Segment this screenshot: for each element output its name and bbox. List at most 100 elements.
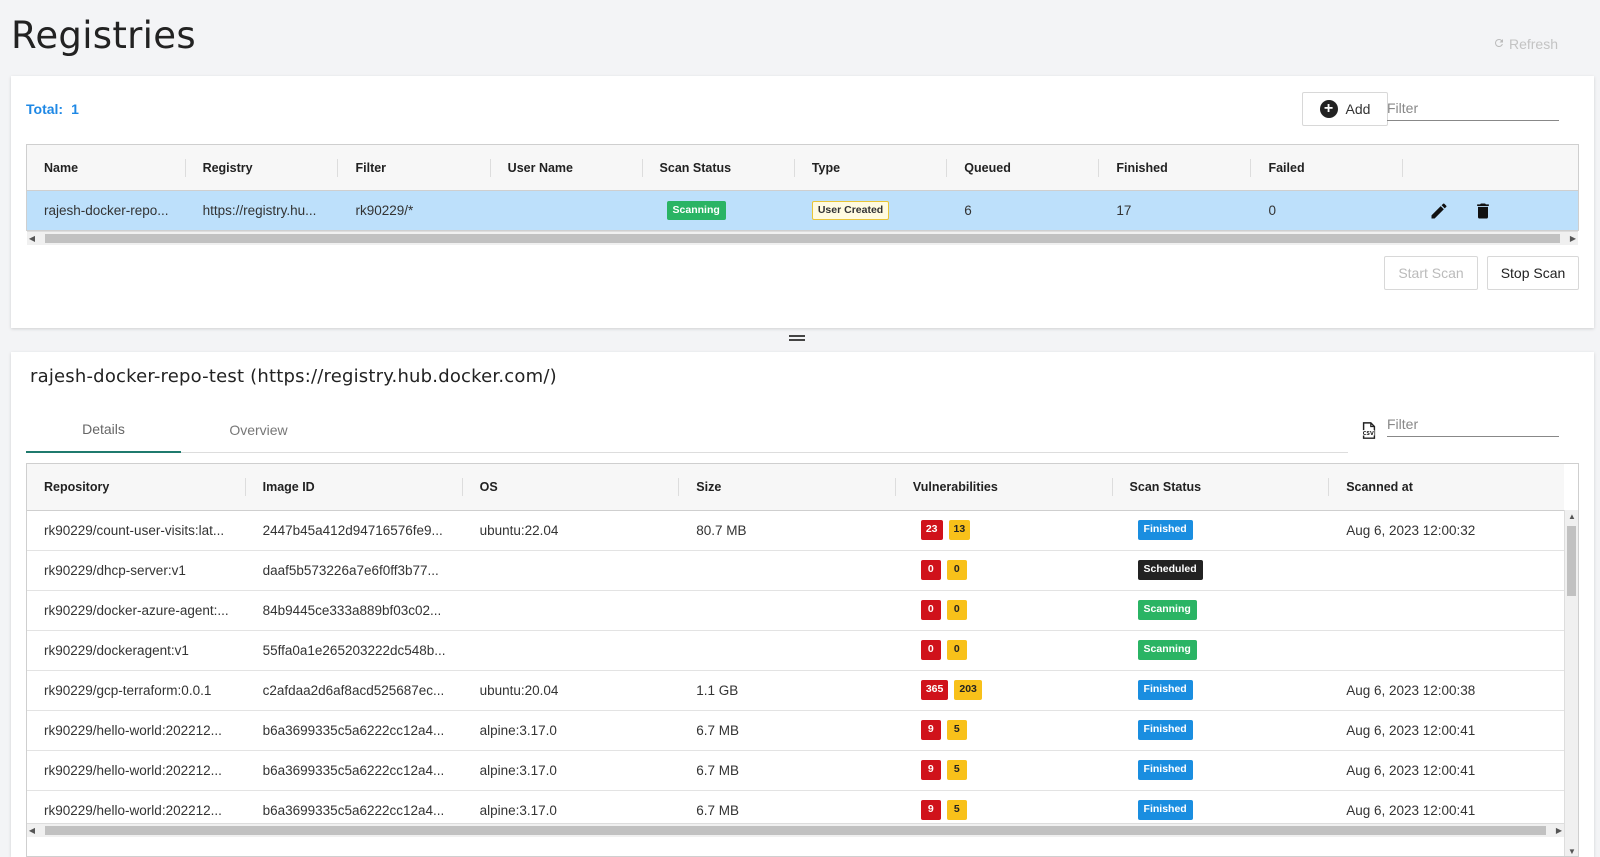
table-row[interactable]: rk90229/docker-azure-agent:... 84b9445ce3… <box>27 590 1564 631</box>
table-row[interactable]: rk90229/gcp-terraform:0.0.1 c2afdaa2d6af8… <box>27 670 1564 711</box>
os-cell: alpine:3.17.0 <box>462 750 680 791</box>
vulnerabilities-cell: 23 13 <box>895 510 1113 551</box>
column-header[interactable]: User Name <box>490 144 643 191</box>
column-header[interactable]: Image ID <box>245 464 463 511</box>
stop-scan-button[interactable]: Stop Scan <box>1487 256 1579 290</box>
vuln-medium-badge: 203 <box>954 680 982 700</box>
edit-icon[interactable] <box>1429 201 1449 221</box>
status-badge: Finished <box>1137 680 1193 700</box>
total-count: Total: 1 <box>26 101 79 117</box>
image-id-cell: b6a3699335c5a6222cc12a4... <box>245 710 463 751</box>
column-header[interactable]: Name <box>26 144 186 191</box>
tab-details[interactable]: Details <box>26 407 181 453</box>
vuln-medium-badge: 5 <box>946 800 967 820</box>
table-row[interactable]: rk90229/hello-world:202212... b6a3699335c… <box>27 750 1564 791</box>
scroll-up-arrow-icon[interactable]: ▲ <box>1568 512 1576 521</box>
scrollbar-thumb[interactable] <box>45 826 1546 835</box>
tab-overview[interactable]: Overview <box>229 422 288 438</box>
scroll-left-arrow-icon[interactable]: ◀ <box>28 826 36 835</box>
image-id-cell: daaf5b573226a7e6f0ff3b77... <box>245 550 463 591</box>
total-label: Total: <box>26 101 64 117</box>
status-badge: Scanning <box>1137 640 1197 660</box>
column-header[interactable]: Queued <box>947 144 1100 191</box>
failed-count: 0 <box>1251 190 1404 231</box>
vuln-medium-badge: 13 <box>948 520 971 540</box>
scanned-at-cell: Aug 6, 2023 12:00:32 <box>1329 510 1564 551</box>
table-row[interactable]: rk90229/count-user-visits:lat... 2447b45a… <box>27 510 1564 551</box>
vuln-high-badge: 0 <box>920 600 941 620</box>
registry-url: https://registry.hu... <box>185 190 339 231</box>
size-cell: 6.7 MB <box>679 750 896 791</box>
column-header[interactable]: Vulnerabilities <box>895 464 1113 511</box>
registries-horizontal-scrollbar[interactable]: ◀ ▶ <box>27 231 1578 245</box>
scanned-at-cell <box>1329 590 1564 631</box>
images-horizontal-scrollbar[interactable]: ◀ ▶ <box>27 823 1564 837</box>
refresh-button[interactable]: Refresh <box>1493 36 1558 52</box>
scan-status-cell: Scanning <box>642 190 795 231</box>
page-title: Registries <box>11 14 196 57</box>
scanned-at-cell <box>1329 550 1564 591</box>
column-header[interactable]: Failed <box>1251 144 1404 191</box>
table-row[interactable]: rajesh-docker-repo... https://registry.h… <box>26 190 1579 231</box>
scroll-down-arrow-icon[interactable]: ▼ <box>1568 847 1576 856</box>
scroll-right-arrow-icon[interactable]: ▶ <box>1569 234 1577 243</box>
add-label: Add <box>1345 101 1371 117</box>
scanned-at-cell: Aug 6, 2023 12:00:41 <box>1329 710 1564 751</box>
column-header[interactable]: Finished <box>1099 144 1252 191</box>
scanned-at-cell <box>1329 630 1564 671</box>
column-header[interactable]: OS <box>462 464 680 511</box>
scrollbar-thumb[interactable] <box>1567 526 1576 596</box>
column-header[interactable]: Scanned at <box>1329 464 1564 511</box>
status-badge: Finished <box>1137 720 1193 740</box>
vuln-high-badge: 0 <box>920 640 941 660</box>
table-row[interactable]: rk90229/hello-world:202212... b6a3699335c… <box>27 710 1564 751</box>
vuln-medium-badge: 0 <box>946 640 967 660</box>
start-scan-button[interactable]: Start Scan <box>1384 256 1478 290</box>
scroll-left-arrow-icon[interactable]: ◀ <box>28 234 36 243</box>
csv-export-icon[interactable]: CSV <box>1360 422 1378 445</box>
repository-cell: rk90229/docker-azure-agent:... <box>27 590 246 631</box>
delete-icon[interactable] <box>1473 201 1493 221</box>
repository-cell: rk90229/dhcp-server:v1 <box>27 550 246 591</box>
registry-filter-input[interactable] <box>1387 96 1559 121</box>
repository-cell: rk90229/dockeragent:v1 <box>27 630 246 671</box>
column-header[interactable]: Size <box>679 464 896 511</box>
table-row[interactable]: rk90229/dockeragent:v1 55ffa0a1e265203222… <box>27 630 1564 671</box>
images-vertical-scrollbar[interactable]: ▲ ▼ <box>1564 510 1578 856</box>
vuln-high-badge: 365 <box>920 680 949 700</box>
refresh-label: Refresh <box>1508 36 1558 52</box>
add-registry-button[interactable]: + Add <box>1302 92 1388 126</box>
scrollbar-thumb[interactable] <box>45 234 1560 243</box>
repository-cell: rk90229/gcp-terraform:0.0.1 <box>27 670 246 711</box>
scan-status-cell: Finished <box>1112 670 1330 711</box>
image-id-cell: c2afdaa2d6af8acd525687ec... <box>245 670 463 711</box>
os-cell <box>462 590 680 631</box>
scanned-at-cell: Aug 6, 2023 12:00:41 <box>1329 750 1564 791</box>
scroll-right-arrow-icon[interactable]: ▶ <box>1555 826 1563 835</box>
column-header[interactable]: Repository <box>27 464 246 511</box>
vuln-medium-badge: 5 <box>946 760 967 780</box>
details-tabs: Details Overview <box>26 407 1348 453</box>
size-cell <box>679 550 896 591</box>
panel-resize-handle[interactable] <box>789 335 805 343</box>
repository-cell: rk90229/hello-world:202212... <box>27 710 246 751</box>
images-table: Repository Image ID OS Size Vulnerabilit… <box>27 464 1564 831</box>
status-badge: Scanning <box>666 200 726 221</box>
registries-panel: Total: 1 + Add Name Registry Filter User … <box>11 76 1594 328</box>
column-header[interactable]: Scan Status <box>642 144 795 191</box>
scan-status-cell: Finished <box>1112 510 1330 551</box>
images-filter-input[interactable] <box>1387 412 1559 437</box>
refresh-icon <box>1493 36 1505 52</box>
column-header[interactable]: Registry <box>185 144 339 191</box>
table-row[interactable]: rk90229/dhcp-server:v1 daaf5b573226a7e6f0… <box>27 550 1564 591</box>
column-header[interactable]: Type <box>794 144 948 191</box>
column-header[interactable]: Filter <box>338 144 491 191</box>
status-badge: Finished <box>1137 760 1193 780</box>
repository-cell: rk90229/hello-world:202212... <box>27 750 246 791</box>
column-header[interactable]: Scan Status <box>1112 464 1330 511</box>
os-cell: ubuntu:22.04 <box>462 510 680 551</box>
total-value: 1 <box>71 101 79 117</box>
